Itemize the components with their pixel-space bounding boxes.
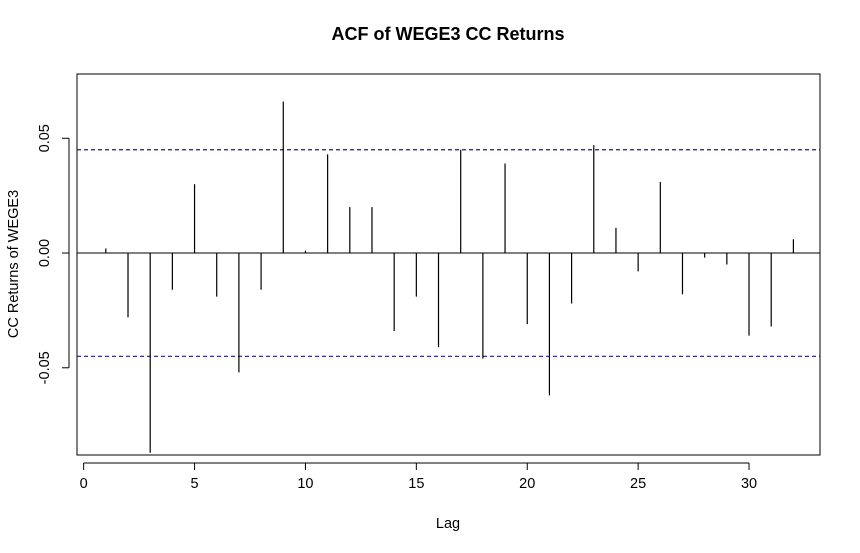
y-tick-label: 0.00 — [37, 239, 53, 267]
x-axis-label: Lag — [436, 516, 460, 532]
y-axis-label: CC Returns of WEGE3 — [6, 190, 22, 338]
x-tick-label: 20 — [519, 476, 535, 492]
x-tick-label: 15 — [408, 476, 424, 492]
plot-frame — [76, 73, 821, 456]
y-tick-label: 0.05 — [37, 124, 53, 152]
y-axis: -0.05 0.00 0.05 — [37, 124, 70, 384]
confidence-bounds — [77, 149, 820, 357]
acf-bars — [105, 101, 794, 453]
chart-title: ACF of WEGE3 CC Returns — [331, 24, 564, 44]
x-axis: 0 5 10 15 20 25 30 — [80, 462, 757, 492]
x-tick-label: 25 — [630, 476, 646, 492]
x-tick-label: 30 — [741, 476, 757, 492]
y-tick-label: -0.05 — [37, 351, 53, 384]
x-tick-label: 10 — [297, 476, 313, 492]
x-tick-label: 5 — [191, 476, 199, 492]
x-tick-label: 0 — [80, 476, 88, 492]
